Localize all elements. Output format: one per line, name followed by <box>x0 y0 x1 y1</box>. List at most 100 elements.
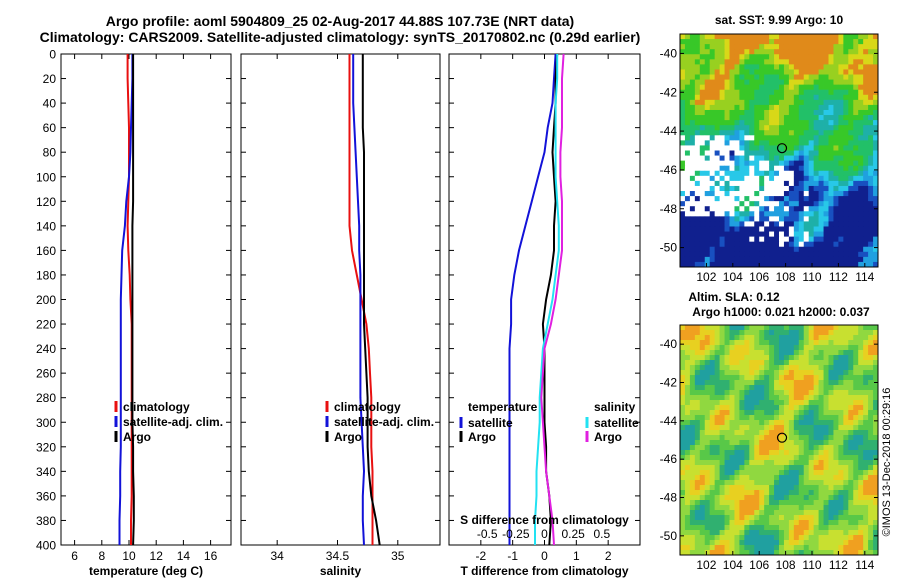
map-cell <box>704 415 711 421</box>
map-cell <box>680 340 686 346</box>
map-cell <box>828 104 834 111</box>
map-cell <box>709 390 716 396</box>
map-cell <box>774 340 780 346</box>
map-cell <box>739 385 745 391</box>
map-cell <box>729 221 735 227</box>
map-cell <box>744 530 750 536</box>
map-cell <box>684 221 691 227</box>
map-cell <box>739 79 745 86</box>
map-cell <box>769 505 775 511</box>
map-cell <box>734 510 740 516</box>
map-cell <box>709 221 716 227</box>
map-cell <box>823 415 829 421</box>
map-cell <box>749 165 755 172</box>
map-cell <box>749 191 755 197</box>
map-cell <box>680 475 686 481</box>
map-cell <box>689 435 696 441</box>
map-cell <box>699 89 706 96</box>
map-cell <box>754 170 760 177</box>
map-cell <box>724 69 730 75</box>
x-tick-label: 1 <box>573 549 580 563</box>
map-cell <box>833 365 839 371</box>
map-cell <box>754 130 760 136</box>
map-cell <box>744 340 750 346</box>
map-cell <box>873 505 879 511</box>
map-cell <box>798 175 805 182</box>
map-cell <box>714 140 720 146</box>
map-cell <box>759 485 765 491</box>
map-cell <box>833 170 839 177</box>
map-cell <box>689 545 696 551</box>
map-cell <box>863 440 869 446</box>
map-cell <box>779 355 785 361</box>
map-cell <box>818 84 824 91</box>
map-cell <box>704 350 711 356</box>
map-cell <box>788 155 795 162</box>
map-cell <box>709 470 716 476</box>
map-cell <box>709 400 716 406</box>
map-cell <box>818 115 824 121</box>
map-cell <box>793 94 800 101</box>
map-cell <box>798 495 805 501</box>
map-cell <box>729 375 735 381</box>
map-cell <box>803 365 810 371</box>
map-cell <box>823 420 829 426</box>
map-cell <box>853 515 859 521</box>
map-cell <box>759 99 765 106</box>
map-cell <box>863 485 869 491</box>
map-cell <box>858 145 864 151</box>
map-cell <box>680 540 686 546</box>
map-cell <box>798 395 805 401</box>
map-cell <box>749 490 755 496</box>
map-cell <box>779 64 785 70</box>
map-cell <box>759 74 765 80</box>
map-cell <box>853 135 859 141</box>
map-cell <box>684 440 691 446</box>
map-cell <box>694 505 701 511</box>
map-cell <box>759 49 765 55</box>
map-cell <box>764 350 770 356</box>
map-cell <box>744 155 750 162</box>
map-cell <box>754 380 760 386</box>
map-cell <box>863 415 869 421</box>
map-cell <box>843 410 849 416</box>
map-cell <box>783 216 790 222</box>
map-cell <box>739 335 745 341</box>
map-cell <box>868 211 874 217</box>
map-cell <box>863 185 869 192</box>
map-cell <box>813 355 819 361</box>
map-cell <box>709 405 716 411</box>
map-cell <box>694 74 701 80</box>
map-cell <box>828 241 834 248</box>
map-cell <box>729 64 735 70</box>
map-cell <box>774 160 780 167</box>
x-tick-label: 14 <box>177 549 191 563</box>
map-cell <box>828 435 834 441</box>
map-cell <box>873 395 879 401</box>
map-cell <box>838 170 844 177</box>
map-cell <box>689 145 696 151</box>
map-cell <box>724 425 730 431</box>
map-cell <box>749 330 755 336</box>
map-cell <box>813 385 819 391</box>
map-cell <box>838 390 844 396</box>
map-cell <box>873 460 879 466</box>
map-cell <box>719 44 725 50</box>
map-cell <box>818 415 824 421</box>
map-cell <box>724 191 730 197</box>
map-cell <box>684 261 691 268</box>
map-cell <box>734 345 740 351</box>
map-cell <box>759 140 765 146</box>
map-cell <box>803 104 810 111</box>
map-cell <box>749 99 755 106</box>
map-cell <box>764 405 770 411</box>
map-cell <box>868 69 874 75</box>
map-cell <box>724 196 730 202</box>
map-cell <box>828 140 834 146</box>
map-cell <box>724 355 730 361</box>
map-cell <box>858 120 864 126</box>
map-cell <box>798 79 805 86</box>
map-cell <box>759 480 765 486</box>
map-cell <box>764 130 770 136</box>
map-cell <box>689 175 696 182</box>
